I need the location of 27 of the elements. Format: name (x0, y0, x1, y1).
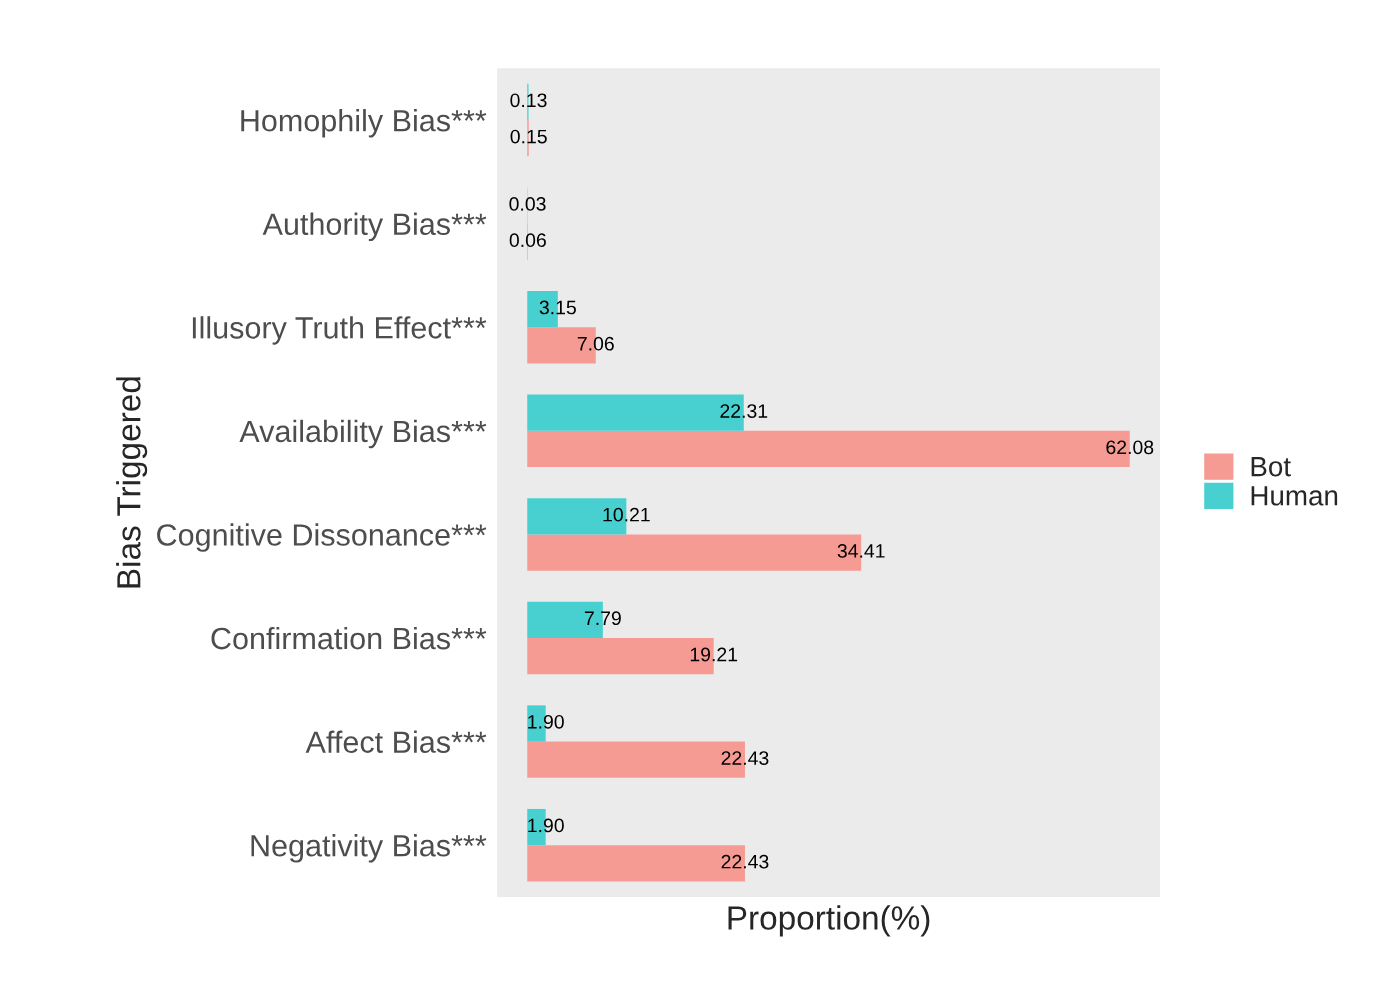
data-label: 19.21 (690, 647, 738, 662)
data-label: 0.03 (509, 197, 546, 211)
data-label: 1.90 (528, 714, 564, 729)
data-label: 22.43 (721, 854, 769, 869)
data-label: 1.90 (528, 818, 564, 833)
data-label: 62.08 (1106, 440, 1154, 455)
y-tick-label: Homophily Bias*** (241, 109, 487, 138)
x-axis-title: Proportion(%) (728, 905, 930, 937)
y-tick-label: Negativity Bias*** (251, 834, 487, 863)
data-label: 10.21 (603, 507, 650, 522)
y-tick-label: Confirmation Bias*** (211, 626, 487, 650)
legend-label: Human (1251, 486, 1338, 506)
data-label: 0.15 (510, 129, 547, 144)
legend-label: Bot (1251, 457, 1291, 477)
data-label: 34.41 (837, 544, 885, 558)
data-label: 7.79 (584, 611, 621, 626)
y-tick-label: Cognitive Dissonance*** (157, 523, 487, 552)
data-label: 3.15 (539, 300, 576, 315)
y-tick-label: Illusory Truth Effect*** (192, 316, 487, 345)
data-label: 7.06 (577, 336, 614, 351)
data-label: 0.13 (510, 93, 547, 108)
y-tick-label: Affect Bias*** (305, 730, 487, 753)
y-axis-title: Bias Triggered (116, 377, 148, 588)
data-label: 22.43 (721, 751, 769, 765)
y-tick-label: Authority Bias*** (262, 212, 487, 242)
y-tick-label: Availability Bias*** (239, 419, 487, 449)
data-label: 0.06 (509, 233, 546, 248)
